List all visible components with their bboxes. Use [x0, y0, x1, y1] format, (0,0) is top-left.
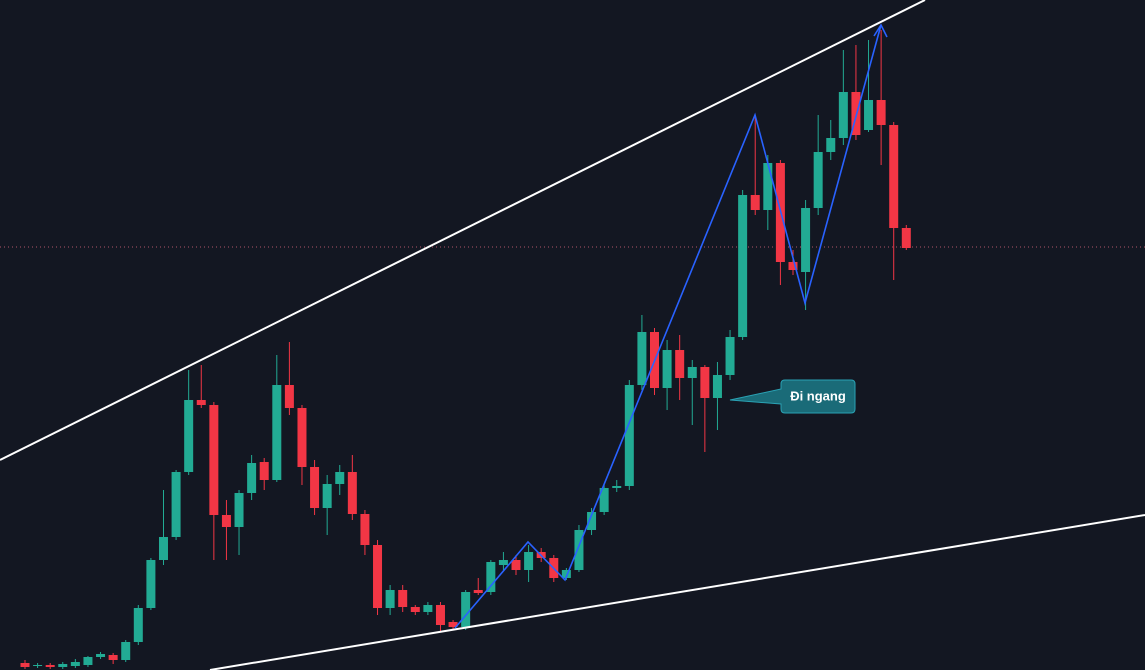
candle-body	[838, 92, 848, 138]
candle-body	[209, 405, 219, 515]
candle-body	[398, 590, 408, 607]
candle-body	[574, 530, 584, 570]
candle-body	[612, 486, 622, 488]
candle-body	[108, 655, 118, 660]
candle-body	[133, 608, 143, 642]
candle-body	[20, 663, 30, 667]
candle-body	[158, 537, 168, 560]
candle-body	[272, 385, 282, 480]
lower-trendline	[209, 514, 1145, 670]
candle-body	[587, 512, 597, 530]
candle-body	[864, 100, 874, 130]
candle-body	[146, 560, 156, 608]
candle-body	[247, 463, 257, 493]
candle-body	[448, 622, 458, 627]
callout-text: Đi ngang	[790, 388, 846, 403]
candle-body	[360, 514, 370, 545]
candle-body	[184, 400, 194, 472]
candle-body	[347, 472, 357, 514]
candle-body	[461, 592, 471, 627]
candle-body	[310, 467, 320, 508]
candle-body	[889, 125, 899, 228]
candle-body	[662, 350, 672, 388]
candle-body	[524, 552, 534, 570]
candle-body	[435, 605, 445, 625]
candle-body	[373, 545, 383, 608]
candle-body	[58, 664, 68, 667]
candle-body	[788, 262, 798, 270]
candle-body	[725, 337, 735, 375]
zigzag-path	[454, 24, 882, 629]
candle-body	[45, 665, 55, 667]
candle-body	[738, 195, 748, 337]
candle-body	[196, 400, 206, 405]
candle-body	[234, 493, 244, 527]
candle-body	[423, 605, 433, 612]
candle-body	[473, 590, 483, 593]
upper-trendline	[0, 0, 926, 461]
candle-body	[826, 138, 836, 152]
candle-body	[750, 195, 760, 210]
candle-body	[700, 367, 710, 398]
candle-body	[96, 654, 106, 657]
candle-body	[322, 484, 332, 508]
candle-body	[83, 657, 93, 665]
candle-body	[284, 385, 294, 408]
candle-body	[33, 665, 43, 666]
candle-body	[687, 367, 697, 378]
callout-box	[729, 379, 856, 414]
candle-body	[511, 560, 521, 570]
candle-body	[385, 590, 395, 608]
candle-body	[624, 385, 634, 486]
candle-body	[221, 515, 231, 527]
candle-body	[171, 472, 181, 537]
candle-body	[801, 208, 811, 272]
candle-body	[851, 92, 861, 135]
candle-body	[259, 462, 269, 480]
candle-body	[335, 472, 345, 484]
candle-body	[410, 607, 420, 612]
candle-body	[675, 350, 685, 378]
candle-body	[121, 642, 131, 660]
candle-body	[637, 332, 647, 385]
arrow-head	[873, 23, 888, 38]
candle-body	[763, 163, 773, 210]
candle-body	[901, 228, 911, 248]
candle-body	[561, 570, 571, 578]
candle-body	[70, 662, 80, 666]
candle-body	[297, 408, 307, 467]
candle-body	[813, 152, 823, 208]
candle-body	[486, 562, 496, 592]
candle-body	[498, 560, 508, 565]
candle-body	[599, 488, 609, 512]
candle-body	[712, 375, 722, 398]
candle-body	[876, 100, 886, 125]
